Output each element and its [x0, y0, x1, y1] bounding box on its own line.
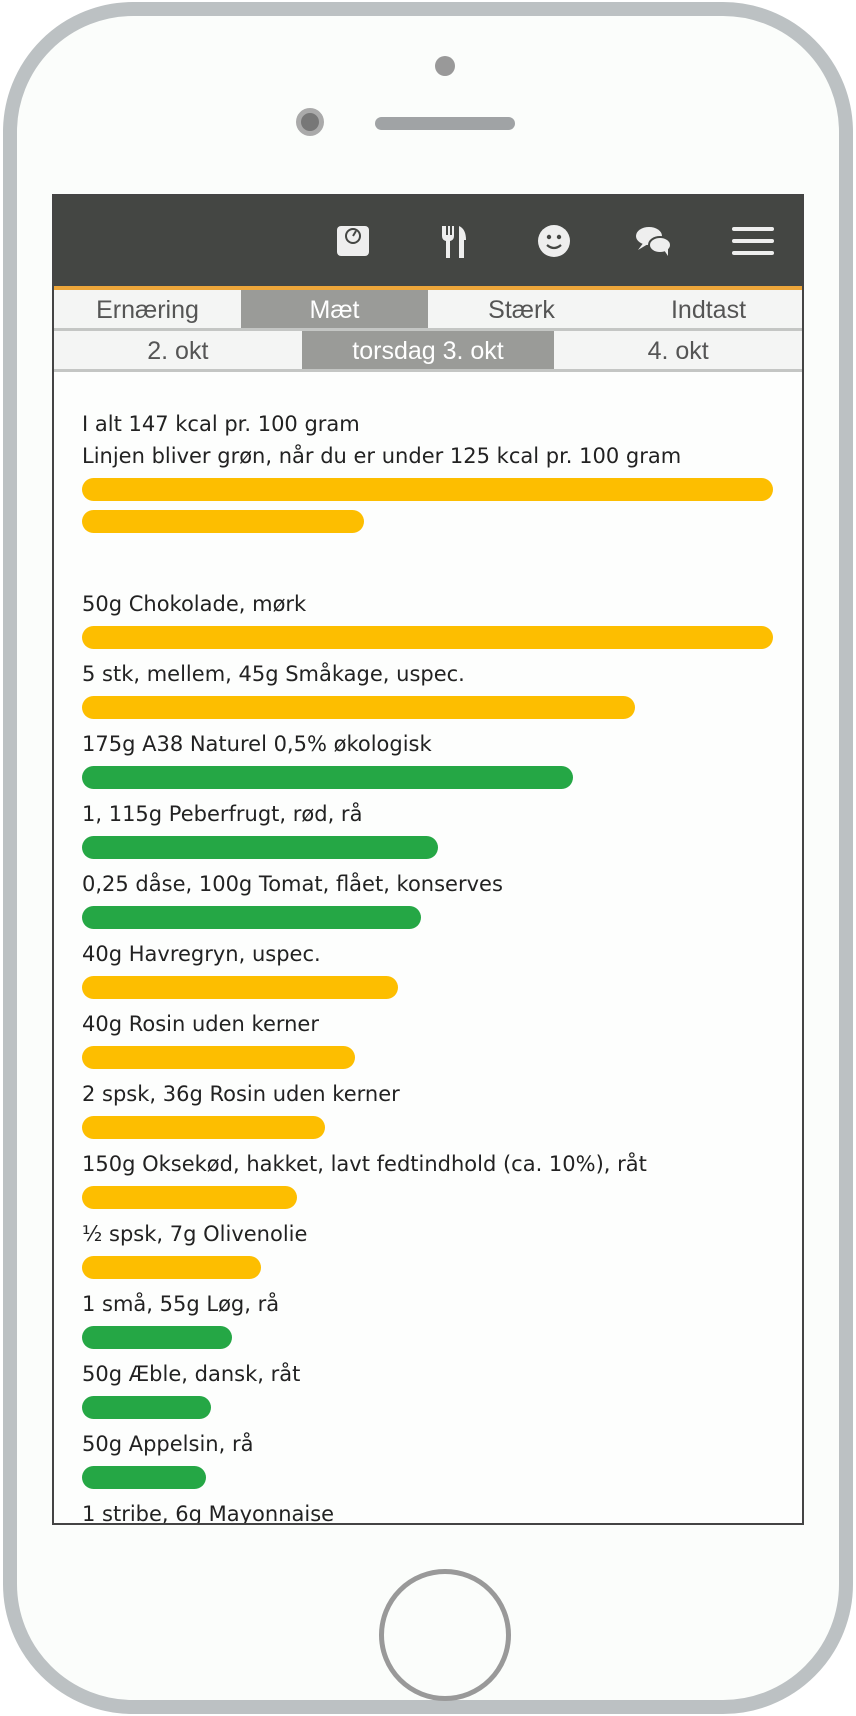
tab-indtast[interactable]: Indtast — [670, 296, 747, 324]
food-label: 40g Havregryn, uspec. — [82, 942, 321, 966]
food-bar — [82, 1116, 326, 1139]
food-label: 0,25 dåse, 100g Tomat, flået, konserves — [82, 872, 503, 896]
food-label: 175g A38 Naturel 0,5% økologisk — [82, 732, 432, 756]
list-item: 1, 115g Peberfrugt, rød, rå — [82, 798, 774, 868]
food-label: 50g Chokolade, mørk — [82, 592, 307, 616]
list-item: 50g Æble, dansk, råt — [82, 1358, 774, 1428]
section-tabs: Ernæring Mæt Stærk Indtast — [54, 290, 802, 331]
list-item: 50g Chokolade, mørk — [82, 588, 774, 658]
fork-knife-icon[interactable] — [434, 224, 474, 262]
food-label: 1, 115g Peberfrugt, rød, rå — [82, 802, 363, 826]
food-label: 2 spsk, 36g Rosin uden kerner — [82, 1082, 400, 1106]
tab-staerk[interactable]: Stærk — [488, 296, 555, 324]
food-label: 40g Rosin uden kerner — [82, 1012, 319, 1036]
list-item: 0,25 dåse, 100g Tomat, flået, konserves — [82, 868, 774, 938]
food-label: 5 stk, mellem, 45g Småkage, uspec. — [82, 662, 465, 686]
summary: I alt 147 kcal pr. 100 gram Linjen blive… — [82, 408, 774, 533]
food-bar — [82, 696, 635, 719]
date-current[interactable]: torsdag 3. okt — [301, 331, 555, 369]
food-bar — [82, 906, 421, 929]
food-bar — [82, 626, 773, 649]
food-label: 1 små, 55g Løg, rå — [82, 1292, 280, 1316]
total-kcal-text: I alt 147 kcal pr. 100 gram — [82, 412, 360, 436]
list-item: 40g Havregryn, uspec. — [82, 938, 774, 1008]
top-nav-bar — [54, 196, 802, 290]
front-camera — [296, 108, 324, 136]
food-label: 50g Appelsin, rå — [82, 1432, 254, 1456]
tab-ernaering[interactable]: Ernæring — [96, 296, 199, 324]
food-bar — [82, 1396, 212, 1419]
smiley-icon[interactable] — [534, 224, 574, 262]
food-bar — [82, 836, 438, 859]
food-bar — [82, 1466, 206, 1489]
list-item: 2 spsk, 36g Rosin uden kerner — [82, 1078, 774, 1148]
list-item: ½ spsk, 7g Olivenolie — [82, 1218, 774, 1288]
home-button[interactable] — [379, 1569, 511, 1701]
tab-maet[interactable]: Mæt — [241, 290, 428, 328]
food-label: 50g Æble, dansk, råt — [82, 1362, 301, 1386]
list-item: 50g Appelsin, rå — [82, 1428, 774, 1498]
date-next[interactable]: 4. okt — [647, 337, 709, 365]
scale-icon[interactable] — [333, 224, 373, 262]
list-item: 1 små, 55g Løg, rå — [82, 1288, 774, 1358]
food-bar — [82, 1326, 232, 1349]
date-selector: 2. okt torsdag 3. okt 4. okt — [54, 331, 802, 372]
food-label: 150g Oksekød, hakket, lavt fedtindhold (… — [82, 1152, 647, 1176]
speaker — [375, 117, 515, 130]
proximity-sensor — [435, 56, 455, 76]
app-screen: Ernæring Mæt Stærk Indtast 2. okt torsda… — [52, 194, 804, 1525]
hint-text: Linjen bliver grøn, når du er under 125 … — [82, 444, 682, 468]
content: I alt 147 kcal pr. 100 gram Linjen blive… — [54, 372, 802, 1525]
food-bar — [82, 766, 573, 789]
list-item: 5 stk, mellem, 45g Småkage, uspec. — [82, 658, 774, 728]
list-item: 40g Rosin uden kerner — [82, 1008, 774, 1078]
food-bar — [82, 1046, 355, 1069]
summary-bar — [82, 478, 773, 501]
food-list: 50g Chokolade, mørk 5 stk, mellem, 45g Sm… — [82, 588, 774, 1525]
food-bar — [82, 1186, 297, 1209]
list-item: 175g A38 Naturel 0,5% økologisk — [82, 728, 774, 798]
hamburger-menu-icon[interactable] — [730, 224, 776, 262]
chat-bubbles-icon[interactable] — [634, 224, 674, 262]
food-bar — [82, 1256, 261, 1279]
food-bar — [82, 976, 398, 999]
food-label: 1 stribe, 6g Mayonnaise — [82, 1502, 335, 1525]
date-previous[interactable]: 2. okt — [147, 337, 209, 365]
summary-bar — [82, 510, 364, 533]
list-item: 1 stribe, 6g Mayonnaise — [82, 1498, 774, 1525]
food-label: ½ spsk, 7g Olivenolie — [82, 1222, 308, 1246]
list-item: 150g Oksekød, hakket, lavt fedtindhold (… — [82, 1148, 774, 1218]
